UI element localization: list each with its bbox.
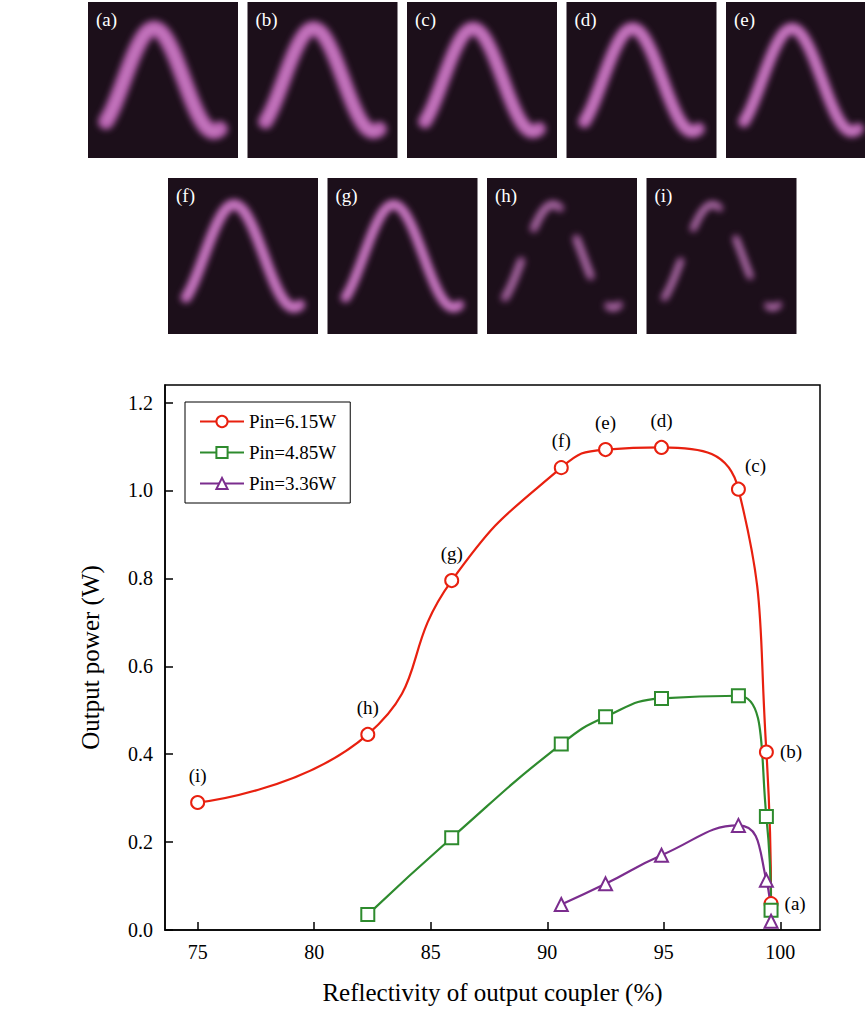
svg-text:Pin=6.15W: Pin=6.15W — [249, 411, 336, 432]
svg-text:(i): (i) — [189, 765, 207, 787]
svg-text:0.2: 0.2 — [128, 831, 153, 853]
svg-text:0.4: 0.4 — [128, 743, 153, 765]
svg-text:(a): (a) — [96, 9, 117, 31]
svg-text:Pin=3.36W: Pin=3.36W — [249, 473, 336, 494]
svg-text:(f): (f) — [552, 430, 571, 452]
svg-text:(b): (b) — [256, 9, 278, 31]
svg-text:(c): (c) — [415, 9, 436, 31]
svg-text:(g): (g) — [336, 185, 358, 207]
svg-text:1.0: 1.0 — [128, 479, 153, 501]
svg-text:0.6: 0.6 — [128, 655, 153, 677]
svg-text:80: 80 — [304, 941, 324, 963]
svg-text:(a): (a) — [785, 893, 806, 915]
svg-text:75: 75 — [188, 941, 208, 963]
svg-text:(i): (i) — [655, 185, 673, 207]
svg-text:(d): (d) — [575, 9, 597, 31]
svg-text:(c): (c) — [745, 455, 766, 477]
svg-text:(e): (e) — [734, 9, 755, 31]
svg-text:90: 90 — [537, 941, 557, 963]
svg-text:100: 100 — [765, 941, 795, 963]
svg-text:95: 95 — [654, 941, 674, 963]
svg-text:(b): (b) — [780, 741, 802, 763]
svg-text:1.2: 1.2 — [128, 392, 153, 414]
svg-text:85: 85 — [421, 941, 441, 963]
svg-text:(h): (h) — [357, 697, 379, 719]
svg-text:(f): (f) — [176, 185, 195, 207]
svg-text:(g): (g) — [441, 543, 463, 565]
svg-text:0.0: 0.0 — [128, 919, 153, 941]
svg-text:(d): (d) — [650, 410, 672, 432]
svg-text:(e): (e) — [595, 412, 616, 434]
svg-text:Output power (W): Output power (W) — [77, 565, 105, 750]
svg-text:(h): (h) — [495, 185, 517, 207]
svg-text:Reflectivity of output coupler: Reflectivity of output coupler (%) — [322, 979, 662, 1007]
svg-text:Pin=4.85W: Pin=4.85W — [249, 442, 336, 463]
svg-text:0.8: 0.8 — [128, 567, 153, 589]
